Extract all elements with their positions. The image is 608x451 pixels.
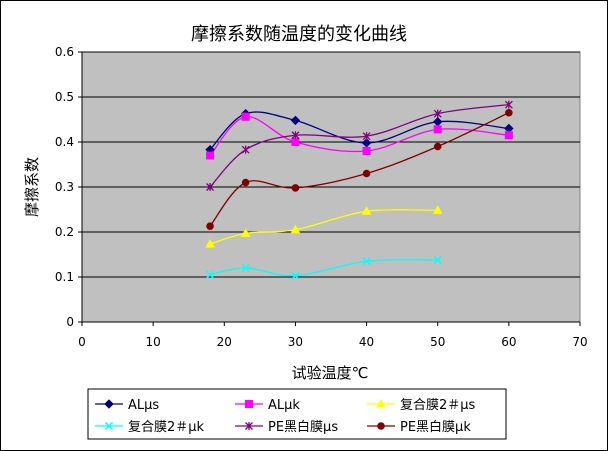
data-point [206,151,215,160]
data-point [362,147,371,155]
legend-label: 复合膜2＃μk [128,420,205,435]
data-point [361,206,372,215]
x-tick-label: 40 [359,335,374,349]
x-tick-label: 50 [430,335,445,349]
y-tick-label: 0.2 [55,225,74,239]
data-point [206,183,215,191]
data-point [433,125,442,134]
data-point [362,132,371,141]
legend-label: ALμs [128,398,159,413]
data-point [291,131,300,140]
x-tick-label: 70 [572,335,587,349]
data-point [290,224,301,234]
y-tick-label: 0.1 [55,270,74,284]
data-point [206,270,215,279]
data-point [433,109,442,118]
y-axis-label: 摩擦系数 [23,157,41,217]
y-tick-label: 0.3 [55,180,74,194]
data-point [504,100,513,109]
data-point [241,263,250,273]
legend-marker [104,399,114,409]
legend: ALμs ALμk 复合膜2＃μs 复合膜2＃μk PE黑白膜μs PE黑白膜μk [95,398,476,435]
legend-label: 复合膜2＃μs [400,398,476,413]
x-axis-label: 试验温度℃ [292,364,369,382]
x-axis-ticks: 0 10 20 30 40 50 60 70 [78,321,588,349]
data-point [361,138,372,148]
data-point [206,222,214,230]
data-point [505,108,513,117]
chart-title: 摩擦系数随温度的变化曲线 [191,24,407,45]
data-point [240,228,251,237]
data-point [362,257,371,266]
y-tick-label: 0 [66,315,74,329]
data-point [291,271,300,280]
legend-marker [104,421,114,431]
gridlines [82,51,580,278]
legend-box [87,388,507,440]
data-point [290,115,301,126]
x-tick-label: 30 [288,335,303,349]
legend-marker [376,398,386,408]
data-point [241,178,250,187]
data-point [433,142,442,151]
y-tick-label: 0.6 [55,45,74,59]
x-tick-label: 0 [78,335,86,349]
legend-marker [245,422,253,430]
data-point [433,255,442,264]
legend-label: ALμk [268,398,300,413]
series-markers [205,100,514,280]
y-axis-ticks: 0 0.1 0.2 0.3 0.4 0.5 0.6 [55,45,83,329]
legend-marker [245,400,253,408]
x-tick-label: 60 [501,335,516,349]
x-tick-label: 20 [217,335,232,349]
x-tick-label: 10 [146,335,161,349]
data-point [241,145,250,154]
data-point [291,138,300,146]
data-point [362,169,371,178]
legend-marker [377,422,385,430]
y-tick-label: 0.4 [55,135,74,149]
data-point [241,112,250,121]
y-tick-label: 0.5 [55,90,74,104]
data-point [291,184,300,192]
data-point [432,205,443,214]
legend-label: PE黑白膜μs [268,419,338,435]
data-point [205,239,215,248]
legend-label: PE黑白膜μk [400,419,471,435]
data-point [504,131,513,140]
